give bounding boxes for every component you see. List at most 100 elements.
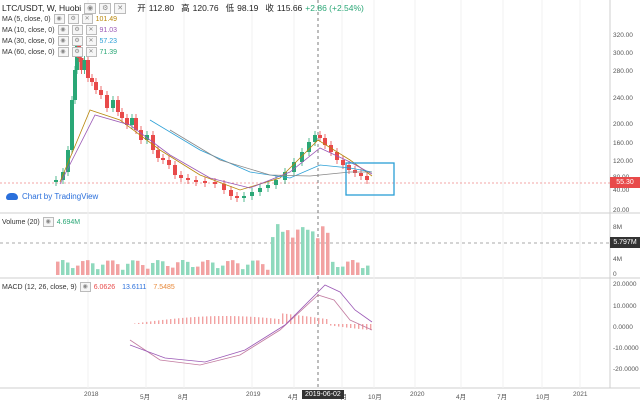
macd-histogram-bar — [358, 324, 360, 329]
macd-histogram-bar — [270, 318, 272, 324]
macd-histogram-bar — [134, 323, 136, 324]
macd-histogram-bar — [194, 316, 196, 324]
macd-histogram-bar — [302, 315, 304, 324]
candle-body — [203, 181, 207, 183]
volume-bar — [86, 260, 90, 275]
tradingview-watermark[interactable]: Chart by TradingView — [6, 192, 98, 201]
candle-body — [283, 172, 287, 180]
volume-bar — [216, 268, 220, 275]
volume-bar — [166, 266, 170, 275]
ma5-row[interactable]: MA (5, close, 0) ◉ ⚙ ✕ 101.49 — [2, 14, 117, 24]
candle-body — [161, 158, 165, 160]
gear-icon[interactable]: ⚙ — [71, 47, 83, 57]
close-icon[interactable]: ✕ — [114, 2, 127, 14]
macd-tick: -10.0000 — [613, 345, 639, 352]
macd-legend[interactable]: MACD (12, 26, close, 9) ◉ 6.0626 13.6111… — [2, 282, 175, 292]
macd-histogram-bar — [298, 315, 300, 324]
macd-histogram-bar — [350, 324, 352, 329]
gear-icon[interactable]: ⚙ — [71, 36, 83, 46]
ma30-row[interactable]: MA (30, close, 0) ◉ ⚙ ✕ 57.23 — [2, 36, 117, 46]
eye-icon[interactable]: ◉ — [57, 36, 69, 46]
volume-legend[interactable]: Volume (20) ◉ 4.694M — [2, 217, 80, 227]
macd-value-1: 6.0626 — [93, 283, 116, 291]
macd-histogram-bar — [182, 317, 184, 324]
macd-histogram-bar — [246, 316, 248, 324]
macd-signal-line — [129, 284, 373, 363]
volume-bar — [156, 260, 160, 275]
volume-value: 4.694M — [56, 218, 81, 226]
open-value: 112.80 — [148, 3, 175, 13]
symbol-header: LTC/USDT, W, Huobi ◉ ⚙ ✕ 开 112.80 高 120.… — [2, 2, 364, 14]
volume-bar — [236, 263, 240, 275]
volume-bar — [101, 264, 105, 275]
candle-body — [61, 172, 65, 180]
volume-bar — [201, 261, 205, 275]
cloud-icon — [6, 193, 18, 200]
macd-histogram-bar — [146, 321, 148, 324]
volume-bar — [251, 260, 255, 275]
candle-body — [125, 118, 129, 125]
symbol-title[interactable]: LTC/USDT, W, Huobi — [2, 3, 82, 13]
watermark-text: Chart by TradingView — [22, 192, 99, 201]
ma5-line — [59, 109, 373, 191]
volume-bar — [331, 261, 335, 275]
macd-histogram-bar — [242, 316, 244, 324]
volume-bar — [346, 261, 350, 275]
price-tick: 160.00 — [613, 140, 633, 147]
macd-histogram-bar — [314, 317, 316, 324]
price-tick: 320.00 — [613, 32, 633, 39]
volume-bar — [66, 262, 70, 275]
volume-bar — [226, 261, 230, 275]
candle-body — [313, 135, 317, 142]
volume-bar — [286, 230, 290, 275]
ma60-row[interactable]: MA (60, close, 0) ◉ ⚙ ✕ 71.39 — [2, 47, 117, 57]
close-icon[interactable]: ✕ — [85, 25, 97, 35]
eye-icon[interactable]: ◉ — [57, 47, 69, 57]
macd-histogram-bar — [306, 316, 308, 324]
time-tick: 10月 — [368, 394, 382, 401]
eye-icon[interactable]: ◉ — [53, 14, 65, 24]
candle-body — [250, 192, 254, 196]
settings-gear-icon[interactable]: ⚙ — [99, 2, 112, 14]
volume-bar — [181, 260, 185, 275]
volume-bar — [336, 267, 340, 275]
price-tick: 280.00 — [613, 68, 633, 75]
volume-bar — [141, 265, 145, 275]
volume-bar — [366, 265, 370, 275]
volume-bar — [111, 260, 115, 275]
candle-body — [130, 118, 134, 125]
gear-icon[interactable]: ⚙ — [71, 25, 83, 35]
macd-histogram-bar — [162, 319, 164, 324]
eye-icon[interactable]: ◉ — [57, 25, 69, 35]
close-icon[interactable]: ✕ — [85, 36, 97, 46]
volume-label: Volume (20) — [2, 218, 40, 226]
ma10-line — [59, 114, 373, 189]
ma10-row[interactable]: MA (10, close, 0) ◉ ⚙ ✕ 91.03 — [2, 25, 117, 35]
volume-bar — [136, 260, 140, 275]
candle-body — [82, 60, 87, 70]
close-icon[interactable]: ✕ — [81, 14, 93, 24]
time-tick: 7月 — [497, 394, 508, 401]
volume-bar — [326, 232, 330, 275]
open-label: 开 — [137, 3, 146, 13]
eye-icon[interactable]: ◉ — [79, 282, 91, 292]
volume-bar — [116, 264, 120, 275]
highlight-box — [345, 162, 395, 196]
candle-body — [94, 82, 98, 90]
volume-bar — [341, 266, 345, 275]
candle-body — [341, 160, 345, 165]
macd-histogram-bar — [330, 324, 332, 326]
time-tick: 10月 — [536, 394, 550, 401]
macd-histogram-bar — [226, 316, 228, 324]
eye-icon[interactable]: ◉ — [42, 217, 54, 227]
ma60-line — [169, 129, 372, 177]
volume-bar — [106, 260, 110, 275]
gear-icon[interactable]: ⚙ — [67, 14, 79, 24]
close-icon[interactable]: ✕ — [85, 47, 97, 57]
macd-histogram-bar — [190, 317, 192, 324]
visibility-toggle-icon[interactable]: ◉ — [84, 2, 97, 14]
ma30-label: MA (30, close, 0) — [2, 37, 55, 45]
volume-bar — [91, 263, 95, 275]
macd-histogram-bar — [354, 324, 356, 329]
